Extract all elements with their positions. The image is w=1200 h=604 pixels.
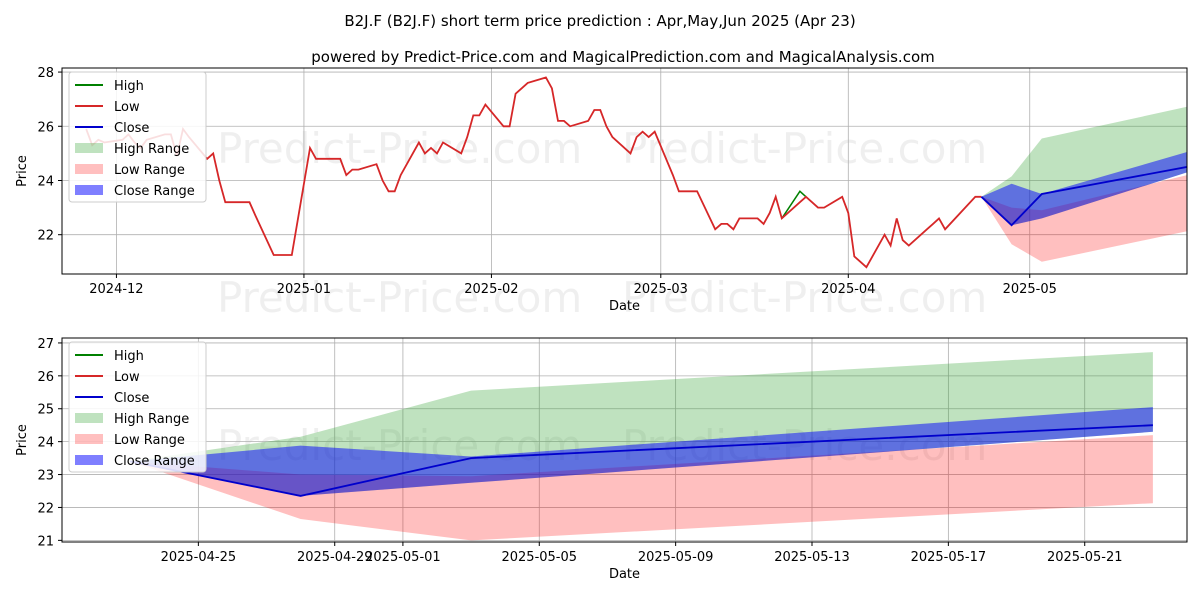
legend-swatch [75,434,103,444]
watermark-text: Predict-Price.com [622,124,987,173]
legend-swatch [75,143,103,153]
y-tick-label: 28 [37,66,54,81]
x-tick-label: 2025-05-09 [638,550,714,565]
low-line [85,76,982,269]
legend-swatch [75,413,103,423]
x-tick-label: 2025-05-01 [365,550,441,565]
legend-label: Close Range [114,454,195,469]
y-tick-label: 26 [37,120,54,135]
legend-label: Close Range [114,184,195,199]
y-axis-label: Price [15,155,30,187]
y-tick-label: 24 [37,174,54,189]
y-tick-label: 26 [37,370,54,385]
watermark-text: Predict-Price.com [622,273,987,322]
legend-label: Close [114,121,149,136]
close-range-band [981,152,1187,226]
legend-label: High [114,79,144,94]
x-tick-label: 2025-04-29 [297,550,373,565]
legend-swatch [75,455,103,465]
x-tick-label: 2025-02 [464,282,518,297]
x-tick-label: 2025-04 [821,282,875,297]
y-tick-label: 21 [37,534,54,549]
chart-title: B2J.F (B2J.F) short term price predictio… [344,12,855,30]
x-tick-label: 2025-03 [634,282,688,297]
legend: High Low Close High Range Low Range Close Ran… [68,341,207,473]
low-range-band [981,175,1187,262]
plot-area [62,68,1187,274]
y-tick-label: 23 [37,469,54,484]
legend-swatch [75,164,103,174]
top-chart: Predict-Price.com Predict-Price.com Predic… [15,66,1188,322]
chart-subtitle: powered by Predict-Price.com and Magical… [311,48,935,66]
y-tick-label: 27 [37,337,54,352]
x-tick-label: 2025-04-25 [161,550,237,565]
y-tick-label: 22 [37,501,54,516]
x-tick-label: 2024-12 [89,282,143,297]
legend-swatch [75,185,103,195]
x-tick-label: 2025-05-17 [911,550,987,565]
low-range-band [130,435,1153,541]
legend-label: Low [114,100,140,115]
y-tick-label: 22 [37,229,54,244]
high-line [781,190,807,219]
x-axis-label: Date [609,299,640,314]
close-forecast-line [980,166,1187,227]
watermark-text: Predict-Price.com [217,124,582,173]
x-axis-label: Date [609,567,640,582]
legend: High Low Close High Range Low Range Close Ran… [68,71,207,203]
x-tick-label: 2025-05 [1003,282,1057,297]
x-tick-label: 2025-01 [277,282,331,297]
legend-label: Low Range [114,163,185,178]
bottom-chart: Predict-Price.comPredict-Price.com2025-0… [15,337,1188,582]
legend-label: High Range [114,142,189,157]
legend-box [68,71,207,203]
legend-label: Close [114,391,149,406]
legend-box [68,341,207,473]
y-axis-label: Price [15,424,30,456]
plot-area [62,338,1187,542]
legend-label: Low [114,370,140,385]
x-tick-label: 2025-05-13 [774,550,850,565]
x-tick-label: 2025-05-21 [1047,550,1123,565]
legend-label: High Range [114,412,189,427]
x-tick-label: 2025-05-05 [501,550,577,565]
legend-label: Low Range [114,433,185,448]
plot-frame [61,337,1188,543]
legend-label: High [114,349,144,364]
y-tick-label: 24 [37,436,54,451]
close-forecast-line [130,424,1153,497]
y-tick-label: 25 [37,403,54,418]
close-range-band [130,407,1153,496]
plot-frame [61,67,1188,275]
watermark-text: Predict-Price.com [217,273,582,322]
